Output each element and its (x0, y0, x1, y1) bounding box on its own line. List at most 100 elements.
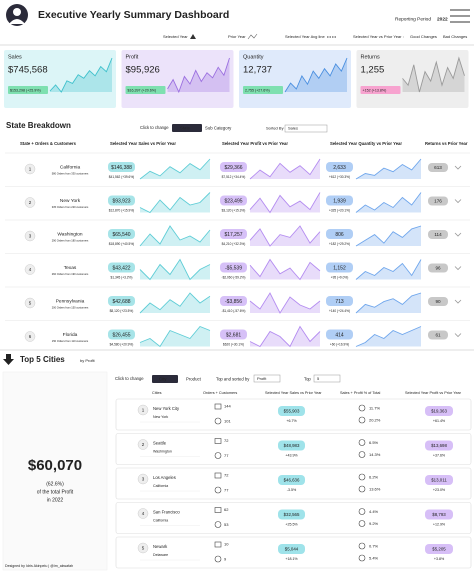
sparkline (139, 192, 211, 214)
sparkline (249, 225, 321, 247)
profit-pill (425, 509, 453, 520)
sparkline (249, 192, 321, 214)
metric-value: $26,455 (112, 332, 130, 338)
column-header: Orders + Customers (203, 391, 237, 395)
profit-value: $13,698 (431, 443, 447, 448)
state-sub: 260 Orders from 190 customers (52, 272, 89, 276)
metric-value: 713 (335, 299, 344, 305)
state-sub: 150 Orders from 110 customers (52, 339, 89, 343)
state-sub: 290 Orders from 180 customers (52, 239, 89, 243)
returns-icon (454, 199, 462, 204)
toggle-option[interactable]: Sub Category (205, 126, 232, 131)
metric-change: $4,580 (+20.9%) (110, 342, 134, 346)
kpi-badge (8, 86, 48, 94)
sales-value: $48,983 (284, 443, 300, 448)
sparkline-area (356, 293, 421, 313)
city-name: Newark (153, 544, 168, 549)
legend-selected: Selected Year (163, 34, 188, 39)
dropdown-value[interactable]: 5 (317, 376, 320, 381)
sparkline (355, 259, 422, 280)
customers-icon (214, 417, 222, 425)
sales-change: +6.7% (286, 419, 297, 423)
customers: 9 (224, 557, 227, 562)
state-name: Pennsylvania (56, 298, 85, 304)
kpi-badge (243, 86, 283, 94)
dropdown-value[interactable]: Sales (288, 126, 298, 131)
metric-change: +612 (+30.3%) (329, 175, 350, 179)
metric-pill (326, 195, 353, 206)
pct-icon (358, 520, 366, 527)
avatar-head (13, 8, 21, 16)
metric-value: 414 (335, 332, 344, 338)
city-name: San Francisco (153, 510, 180, 515)
sparkline (249, 325, 321, 348)
toggle-option[interactable]: City (159, 377, 167, 382)
dropdown-value[interactable]: Profit (257, 376, 267, 381)
kpi-value: $95,926 (126, 65, 160, 76)
sparkline-area (140, 192, 210, 213)
metric-pill (108, 262, 135, 273)
sales-pill (278, 475, 305, 485)
kpi-label: Returns (361, 54, 381, 60)
sales-change: +18.1% (285, 557, 298, 561)
sales-pct: 6.2% (369, 475, 379, 480)
sales-pct: 0.7% (369, 544, 379, 549)
metric-value: 806 (335, 232, 344, 238)
profit-pct: 14.3% (369, 452, 381, 457)
sparkline-area (356, 326, 421, 347)
pct-icon (358, 554, 366, 562)
metric-pill (326, 296, 353, 306)
sparkline-area (356, 226, 421, 246)
metric-value: -$5,539 (225, 265, 242, 271)
profit-pill (425, 475, 453, 485)
sales-pct: 4.4% (369, 509, 379, 514)
metric-change: -$1,410 (-57.6%) (222, 309, 246, 313)
metric-value: $17,257 (224, 232, 242, 238)
returns-pill (428, 330, 448, 340)
returns-icon (454, 266, 462, 271)
profit-value: $13,011 (431, 478, 447, 483)
rank: 1 (142, 408, 145, 413)
dropdown[interactable] (313, 374, 341, 383)
metric-value: 1,939 (333, 198, 346, 204)
profit-pill (425, 440, 453, 451)
toggle-option[interactable]: State (180, 126, 191, 131)
toggle-active[interactable] (152, 375, 178, 383)
metric-change: $12,870 (+15.9%) (109, 208, 134, 212)
sparkline (355, 292, 422, 314)
profit-value: $8,793 (432, 512, 446, 517)
returns-icon (454, 299, 462, 304)
metric-pill (326, 162, 353, 172)
column-header: Selected Year Sales vs Prior Year (110, 141, 176, 146)
metric-change: -$2,060 (-59.2%) (222, 275, 246, 279)
profit-value: $5,205 (432, 547, 446, 552)
dropdown[interactable] (284, 124, 328, 133)
rank: 6 (29, 334, 32, 339)
metric-change: +325 (+20.1%) (329, 208, 350, 212)
dropdown[interactable] (253, 374, 281, 383)
column-header: Selected Year Profit vs Prior Year (222, 141, 288, 146)
sparkline (355, 326, 422, 347)
footer: Designed by Idris Akinpelu | @im_akwafah (5, 564, 73, 568)
sales-pill (278, 406, 305, 416)
sorted-label: Top and sorted by (216, 377, 250, 382)
profit-pct: 5.4% (369, 556, 379, 561)
state-name: New York (60, 198, 81, 204)
period: 2022 (437, 16, 448, 22)
city-name: Los Angeles (153, 475, 176, 480)
metric-pill (220, 195, 247, 206)
toggle-option[interactable]: Product (186, 377, 202, 382)
profit-pill (425, 406, 453, 416)
metric-change: $1,345 (+3.2%) (111, 275, 133, 279)
kpi-value: $745,568 (8, 65, 48, 76)
rank-badge (137, 508, 149, 519)
pct-icon (358, 416, 366, 424)
metric-value: 2,633 (333, 165, 346, 171)
returns-value: 114 (434, 232, 442, 237)
menu-icon[interactable] (450, 9, 470, 23)
orders: 62 (224, 507, 229, 512)
toggle-active[interactable] (172, 124, 202, 132)
kpi-badge (360, 86, 401, 94)
pct-icon (358, 542, 366, 550)
state-sub: 580 Orders from 330 customers (52, 172, 89, 176)
